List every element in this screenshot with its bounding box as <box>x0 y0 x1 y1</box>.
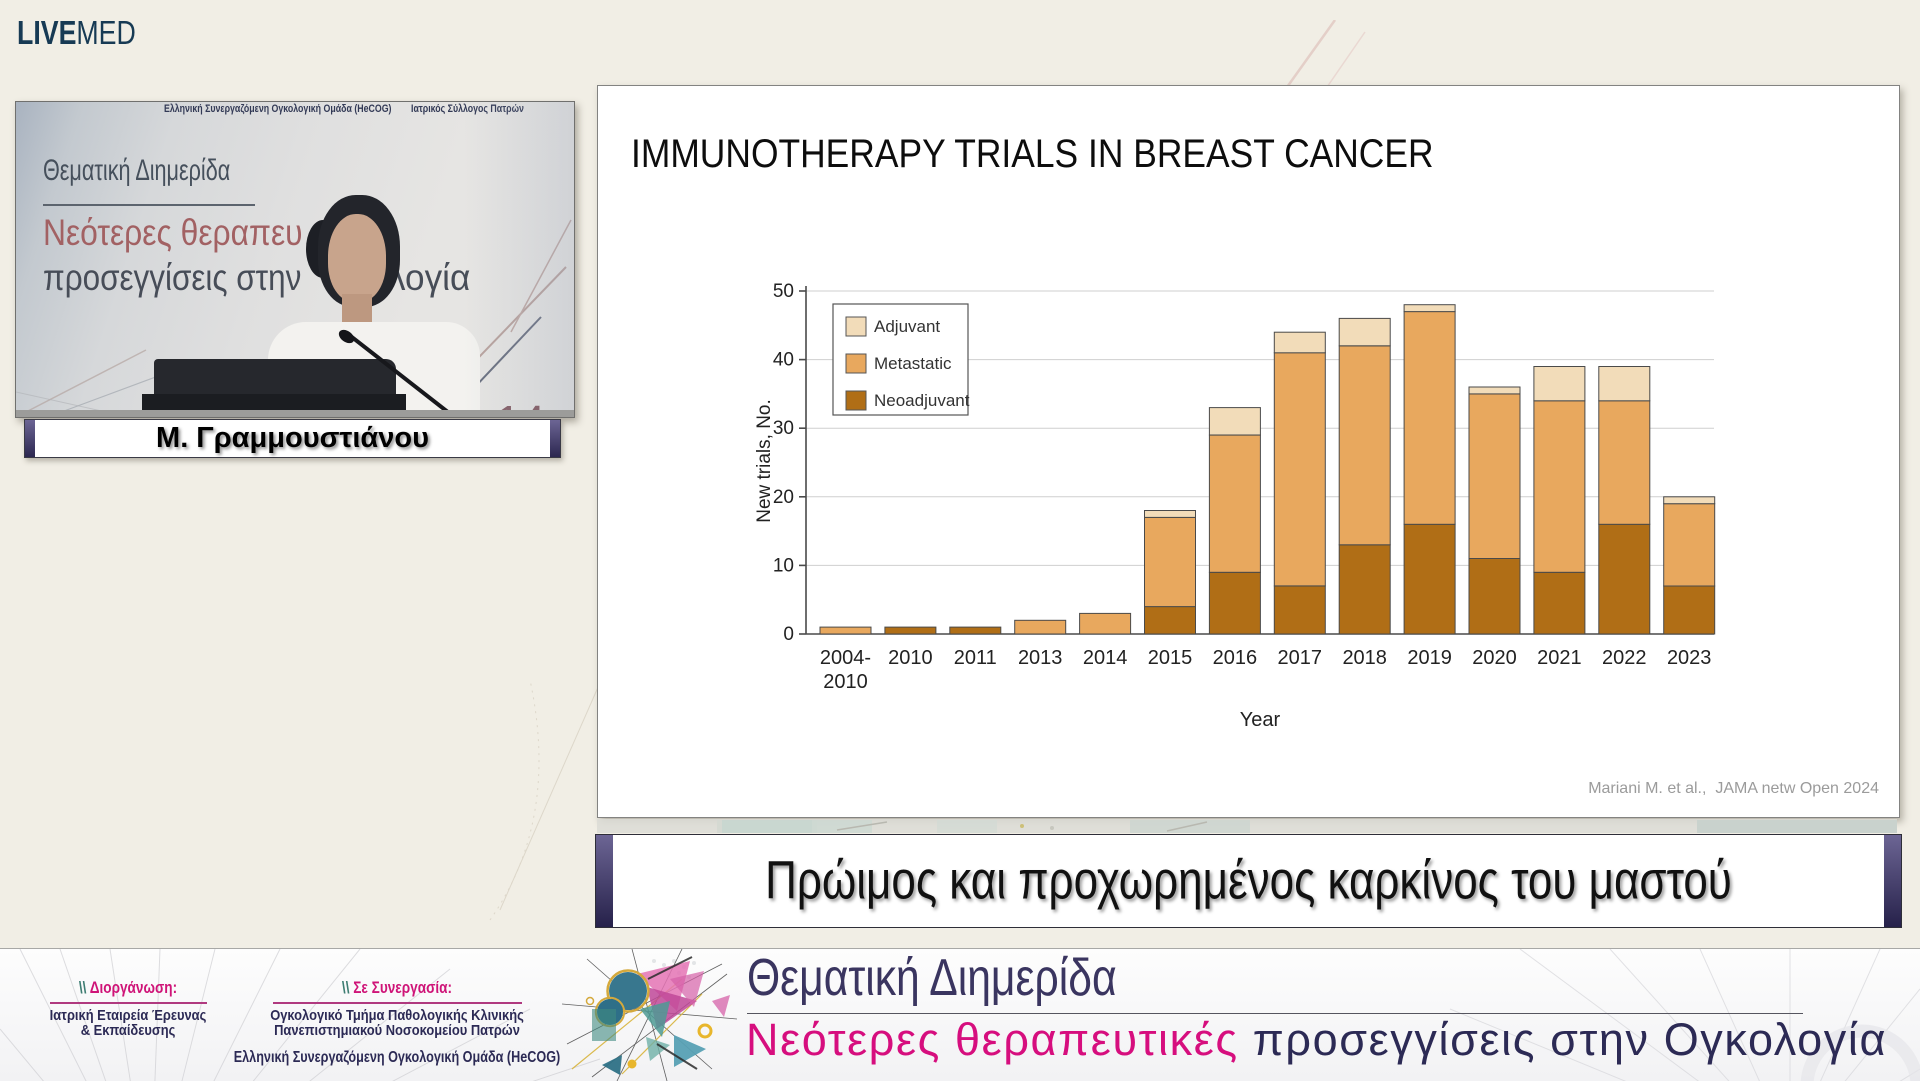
svg-text:2014: 2014 <box>1083 647 1128 669</box>
svg-text:50: 50 <box>773 281 794 302</box>
svg-text:2015: 2015 <box>1148 647 1193 669</box>
svg-text:2020: 2020 <box>1472 647 1517 669</box>
svg-text:2018: 2018 <box>1342 647 1387 669</box>
svg-text:New trials, No.: New trials, No. <box>754 399 775 523</box>
svg-text:10: 10 <box>773 555 794 576</box>
svg-text:Year: Year <box>1240 709 1281 731</box>
svg-text:Neoadjuvant: Neoadjuvant <box>874 391 970 410</box>
svg-text:0: 0 <box>783 624 794 645</box>
svg-text:2013: 2013 <box>1018 647 1062 669</box>
svg-text:2016: 2016 <box>1213 647 1258 669</box>
svg-text:40: 40 <box>773 350 794 371</box>
svg-text:2022: 2022 <box>1602 647 1647 669</box>
svg-text:2021: 2021 <box>1537 647 1582 669</box>
svg-text:Adjuvant: Adjuvant <box>874 317 940 336</box>
svg-text:2010: 2010 <box>823 671 868 693</box>
svg-text:2011: 2011 <box>954 647 997 669</box>
svg-text:Metastatic: Metastatic <box>874 354 952 373</box>
svg-text:2017: 2017 <box>1278 647 1323 669</box>
svg-text:2010: 2010 <box>888 647 933 669</box>
svg-text:2019: 2019 <box>1407 647 1452 669</box>
svg-text:20: 20 <box>773 487 794 508</box>
svg-text:2004-: 2004- <box>820 647 871 669</box>
svg-text:2023: 2023 <box>1667 647 1712 669</box>
svg-text:30: 30 <box>773 418 794 439</box>
